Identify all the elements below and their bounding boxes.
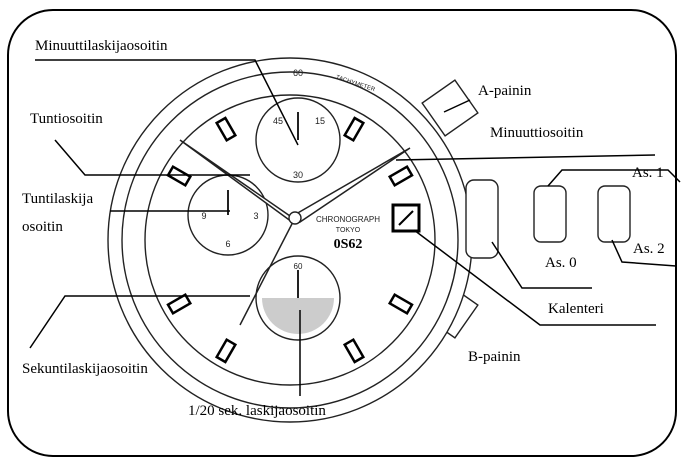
- subdial-number: 45: [273, 116, 283, 126]
- label: As. 1: [632, 165, 664, 181]
- label: Tuntiosoitin: [30, 111, 103, 127]
- label: Minuuttilaskijaosoitin: [35, 38, 168, 54]
- label: Tuntilaskija: [22, 191, 93, 207]
- label: Kalenteri: [548, 301, 604, 317]
- subdial-number: 3: [253, 211, 258, 221]
- label: A-painin: [478, 83, 532, 99]
- subdial-number: 60: [294, 262, 303, 271]
- label: Sekuntilaskijaosoitin: [22, 361, 148, 377]
- label: B-painin: [468, 349, 521, 365]
- label: Minuuttiosoitin: [490, 125, 584, 141]
- crown-2: [598, 186, 630, 242]
- label: As. 0: [545, 255, 577, 271]
- crown-1: [534, 186, 566, 242]
- subdial-number: 30: [293, 170, 303, 180]
- label: As. 2: [633, 241, 665, 257]
- caliber: 0S62: [334, 237, 363, 252]
- bezel-number: 60: [293, 68, 303, 78]
- city: TOKYO: [336, 227, 361, 234]
- hub: [289, 212, 301, 224]
- label: 1/20 sek. laskijaosoitin: [188, 403, 326, 419]
- subdial-number: 6: [225, 239, 230, 249]
- subdial-number: 15: [315, 116, 325, 126]
- diagram: 60 TACHYMETER 45 15 30 9 3 6 60 CHRONOGR…: [0, 0, 682, 462]
- brand: CHRONOGRAPH: [316, 215, 380, 224]
- crown-0: [466, 180, 498, 258]
- subdial-number: 9: [201, 211, 206, 221]
- label: osoitin: [22, 219, 63, 235]
